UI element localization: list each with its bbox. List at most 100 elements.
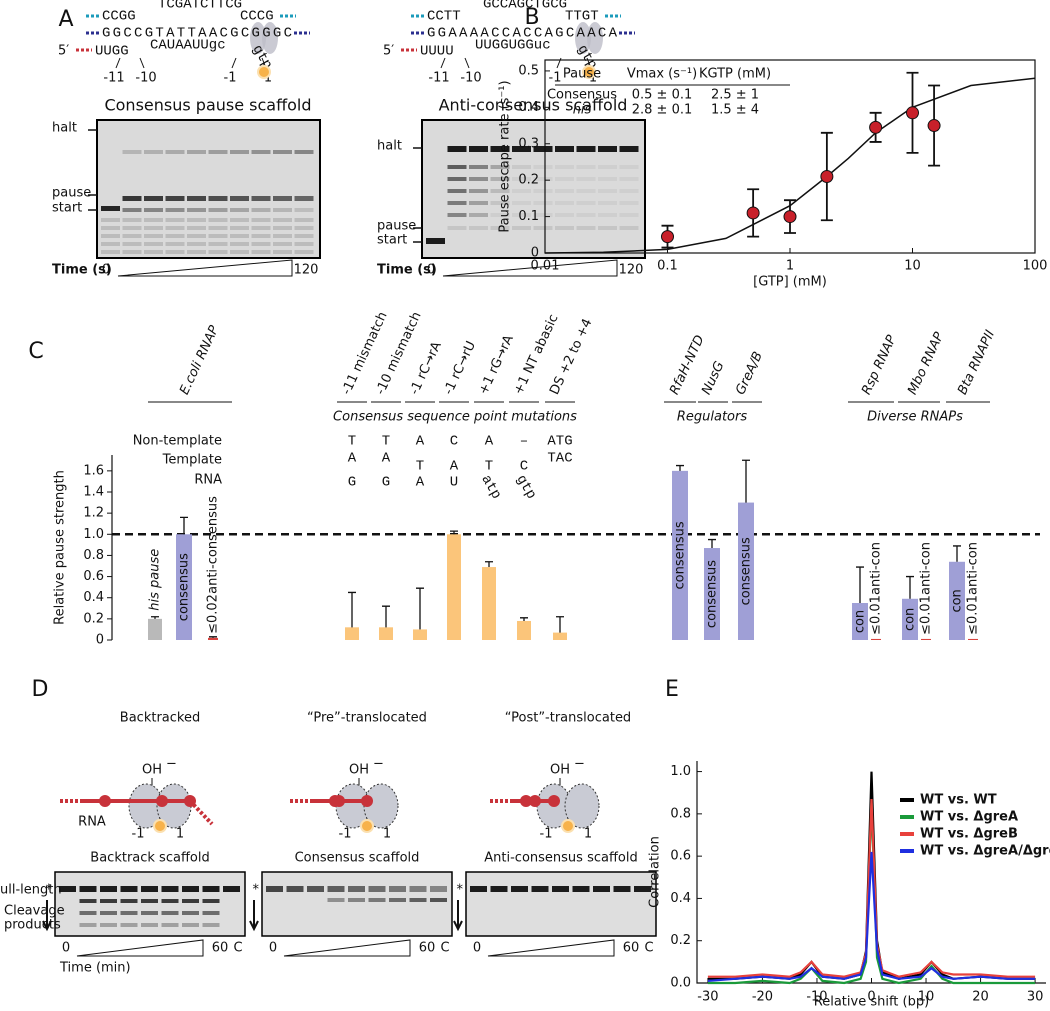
- x-tick-label: -10: [806, 990, 827, 1005]
- error-bar: [416, 587, 424, 630]
- legend-label: WT vs. WT: [920, 793, 997, 808]
- sequence: atp: [477, 472, 503, 502]
- error-bar: [209, 636, 217, 638]
- gel-band: [294, 234, 314, 238]
- mutation-label: +1 rG→rA: [476, 333, 517, 397]
- gel-band: [251, 226, 271, 230]
- table-cell: 2.5 ± 1: [711, 88, 759, 103]
- gel-band: [122, 196, 142, 201]
- position-label: 1: [584, 827, 592, 842]
- mutation-label: -1 rC→rU: [441, 339, 479, 397]
- value-label: ≤0.01: [919, 595, 934, 635]
- x-tick-label: 10: [918, 990, 935, 1005]
- bar: [921, 638, 931, 640]
- gel-band: [273, 234, 292, 238]
- gel-band: [368, 898, 386, 902]
- gel-band: [165, 218, 185, 222]
- sequence: –: [520, 434, 528, 450]
- y-tick-label: 0.5: [518, 63, 539, 78]
- x-tick-label: 1: [786, 259, 794, 274]
- position-label: -10: [460, 71, 481, 86]
- table-cell: his: [573, 103, 592, 118]
- gel-band: [79, 923, 97, 927]
- sequence: GCCAGCTGCG: [483, 0, 567, 13]
- bar-label: anti-con: [919, 542, 934, 595]
- table-header: Vmax (s⁻¹): [627, 67, 697, 82]
- gel-band: [490, 189, 510, 193]
- bar: [902, 598, 918, 640]
- gel-band: [572, 886, 590, 892]
- state-title: “Post”-translocated: [505, 711, 631, 726]
- gel-label: ull-length: [0, 883, 62, 898]
- gel-band: [470, 886, 487, 892]
- bar: [345, 627, 359, 640]
- gel-band: [619, 177, 639, 181]
- gel-band: [273, 250, 292, 254]
- error-bar: [485, 561, 493, 568]
- rnap-lobe: [564, 783, 600, 829]
- time-label: C: [233, 941, 242, 956]
- bar-label: con: [950, 589, 965, 612]
- state-title: Backtracked: [120, 711, 200, 726]
- gel-band: [161, 923, 179, 927]
- gel-band: [144, 234, 163, 238]
- gel-band: [409, 886, 427, 892]
- gel-label: *: [253, 883, 260, 898]
- gel-label: *: [46, 883, 53, 898]
- gel-band: [100, 923, 117, 927]
- y-tick-label: 0.4: [83, 590, 104, 605]
- gel-band: [555, 177, 574, 181]
- x-tick-label: 100: [1023, 259, 1048, 274]
- row-label: Template: [162, 453, 222, 468]
- arrow: [42, 900, 52, 932]
- gel-band: [447, 213, 467, 217]
- gel-band: [294, 242, 314, 246]
- gel-band: [144, 218, 163, 222]
- gel-band: [208, 150, 228, 154]
- gel-band: [490, 201, 510, 205]
- x-tick-label: 0.01: [531, 259, 560, 274]
- sequence: T: [348, 434, 356, 450]
- time-label: 60: [419, 941, 436, 956]
- gel-band: [182, 911, 199, 915]
- gel-band: [101, 242, 120, 246]
- bar-label: consensus: [739, 537, 754, 605]
- gel-band: [598, 189, 617, 193]
- gel-band: [122, 218, 142, 222]
- gel-band: [230, 196, 249, 201]
- series-line: [707, 851, 1036, 982]
- gel-band: [161, 899, 179, 903]
- table-cell: 0.5 ± 0.1: [632, 88, 693, 103]
- gel-band: [327, 886, 345, 892]
- gel-band: [100, 911, 117, 915]
- gel-band: [122, 226, 142, 230]
- table-header: Pause: [563, 67, 601, 82]
- gel-band: [598, 146, 617, 152]
- gel-band: [533, 189, 553, 193]
- gel-label: *: [457, 883, 464, 898]
- gel-title: Anti-consensus scaffold: [439, 96, 628, 115]
- gel-band: [469, 165, 488, 169]
- gel-band: [230, 250, 249, 254]
- gel-band: [531, 886, 549, 892]
- gel-band: [273, 226, 292, 230]
- y-axis-label: Pause escape rate (s⁻¹): [498, 80, 513, 232]
- gel-band: [426, 238, 445, 244]
- gel-title: Backtrack scaffold: [90, 851, 209, 866]
- group-header: NusG: [699, 359, 727, 397]
- gel-band: [294, 150, 314, 154]
- time-label: 0: [269, 941, 277, 956]
- time-wedge: [117, 259, 293, 277]
- position-label: -1: [540, 827, 553, 842]
- position-label: 1: [264, 71, 272, 86]
- gel-band: [230, 208, 249, 212]
- position-label: -1: [224, 71, 237, 86]
- oh-label: OH: [349, 763, 369, 778]
- sequence: A: [348, 451, 357, 467]
- gel-band: [230, 150, 249, 154]
- gel-band: [101, 226, 120, 230]
- rnap-site: [587, 22, 603, 54]
- y-tick-label: 0.4: [518, 100, 539, 115]
- gel-band: [144, 242, 163, 246]
- gel-band: [208, 196, 228, 201]
